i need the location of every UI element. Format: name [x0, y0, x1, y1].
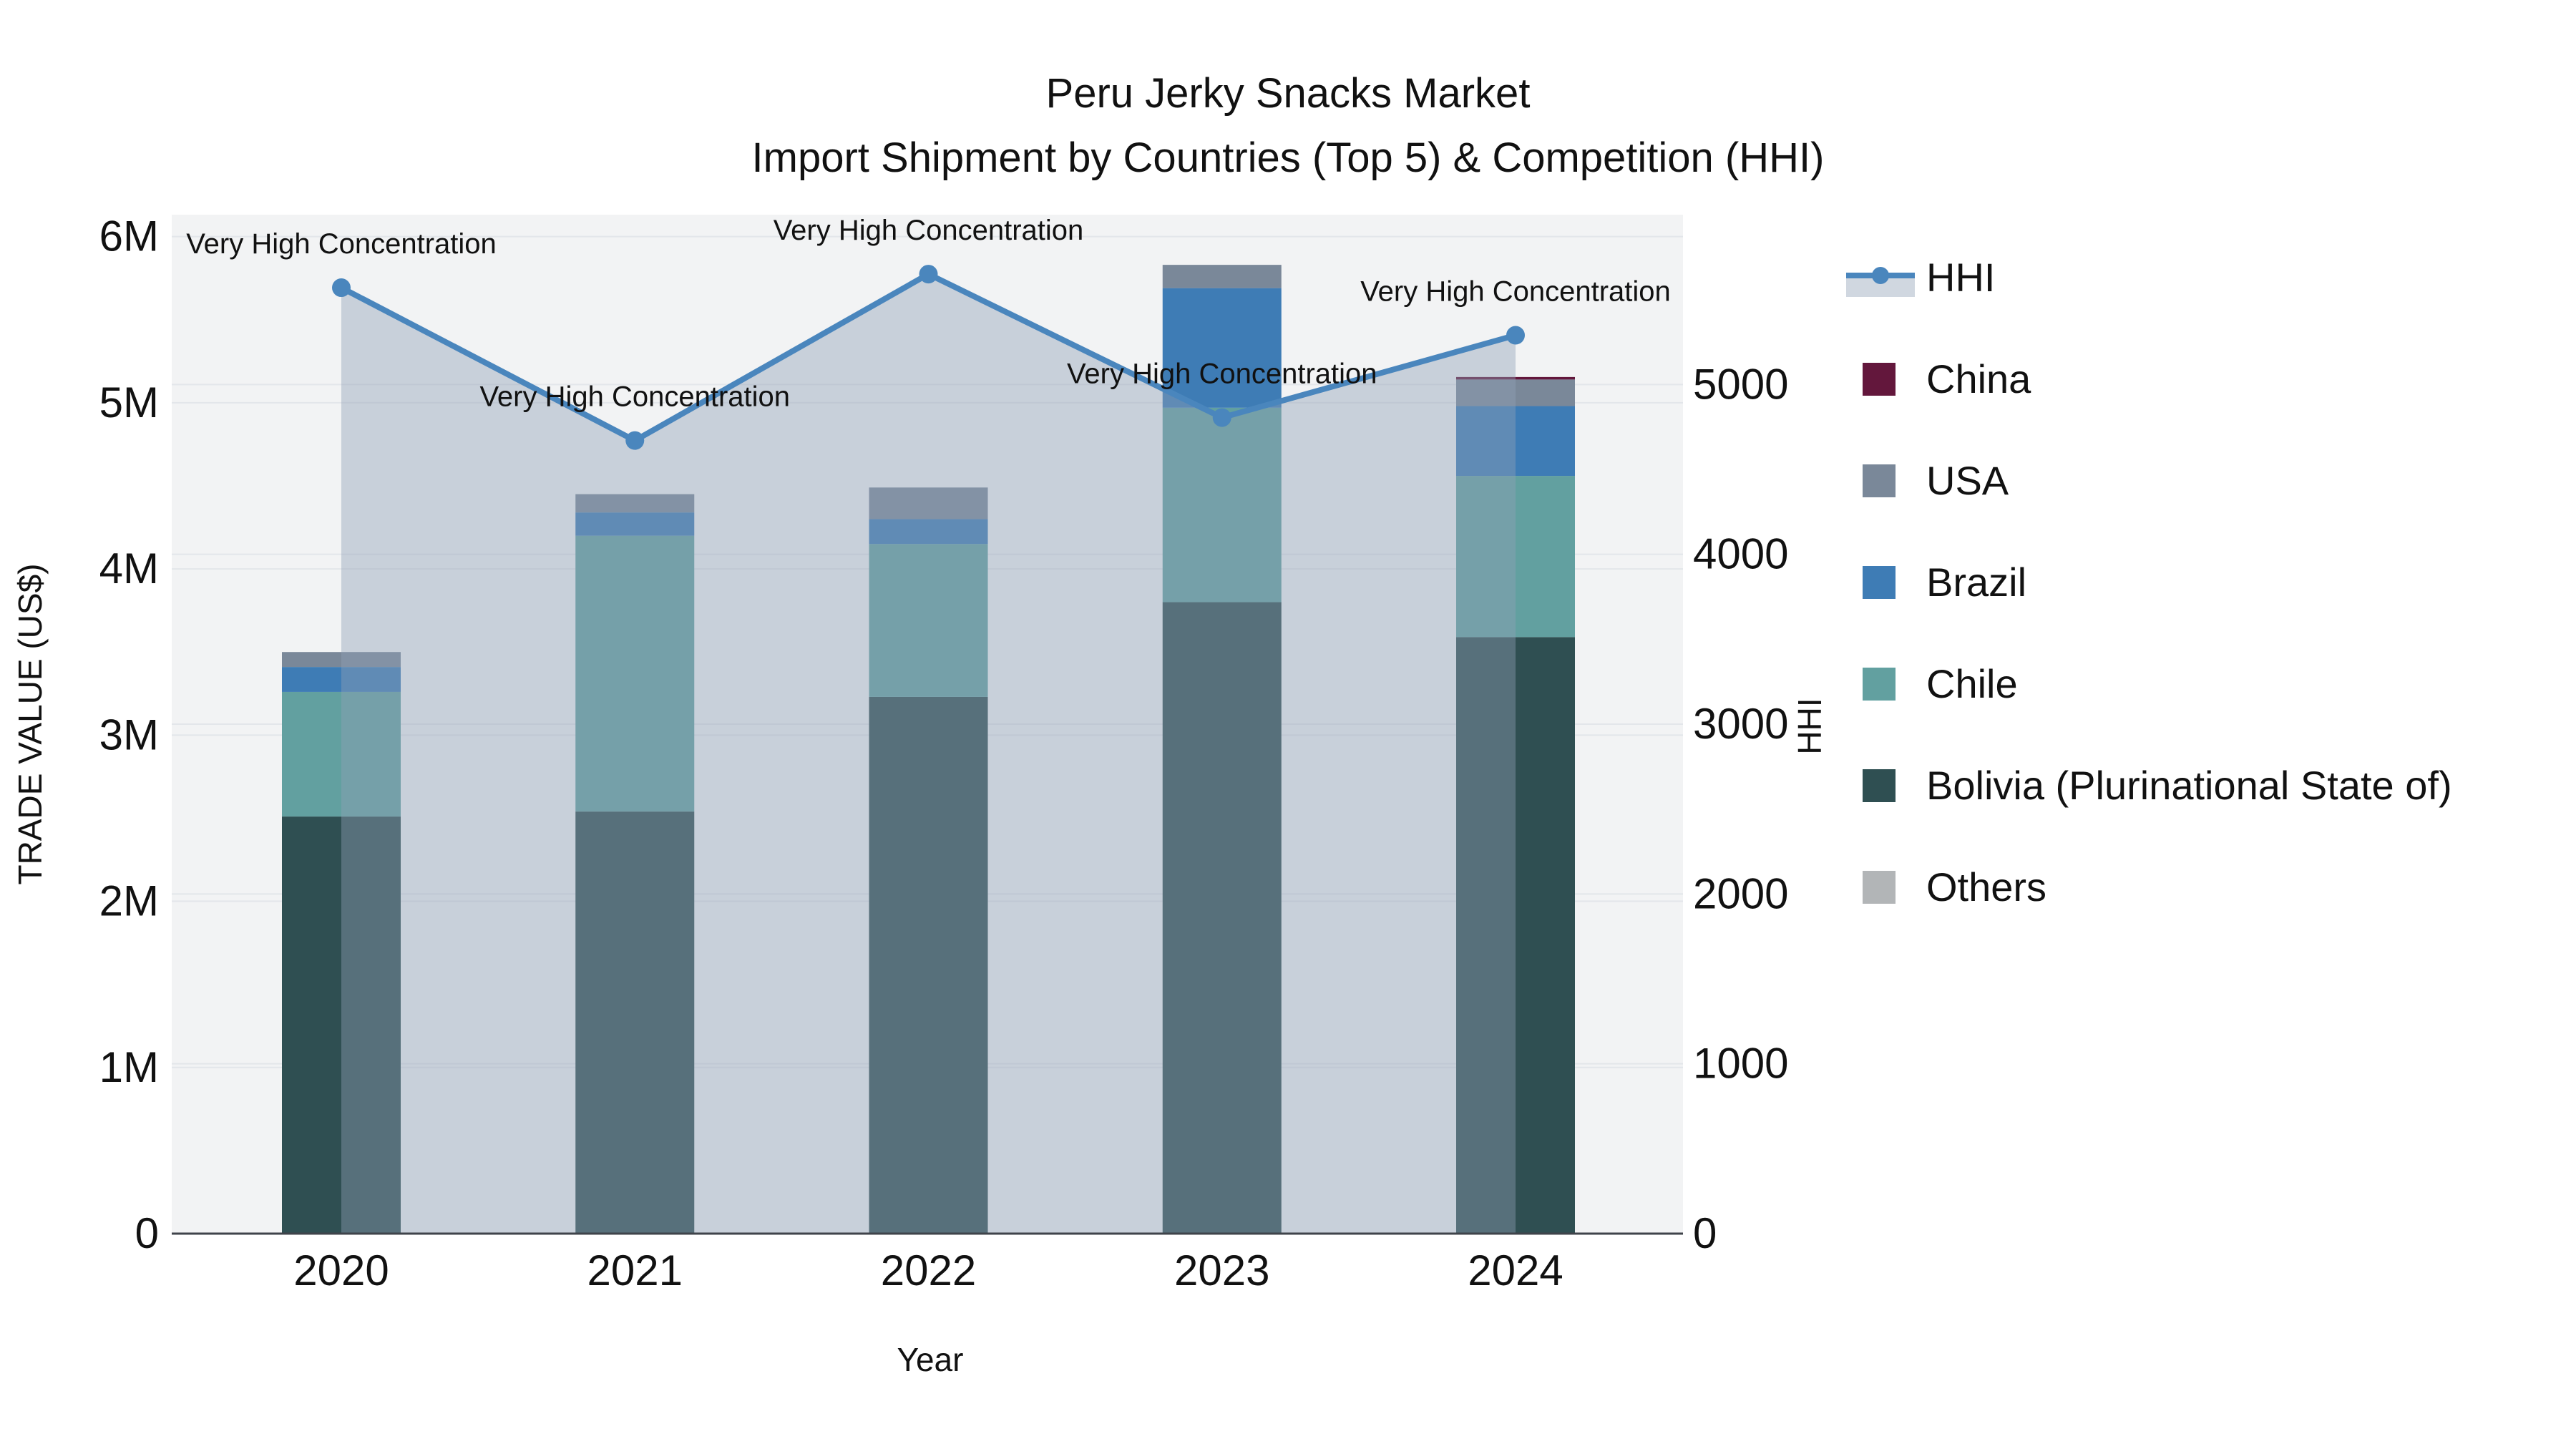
legend-swatch-icon — [1863, 566, 1896, 599]
bar-segment-usa-2021[interactable] — [575, 494, 695, 513]
x-tick-labels: 2020 2021 2022 2023 2024 — [293, 1246, 1563, 1294]
bar-segment-chile-2023[interactable] — [1162, 407, 1282, 602]
y-left-tick-labels: 0 1M 2M 3M 4M 5M 6M — [99, 213, 159, 1257]
legend: HHI China USA Brazil Chile Bolivia (Plurinati… — [1846, 255, 2452, 909]
y-left-tick-4M: 4M — [99, 545, 159, 592]
y-left-tick-3M: 3M — [99, 711, 159, 758]
bar-segment-brazil-2023[interactable] — [1162, 288, 1282, 408]
legend-item-china[interactable]: China — [1863, 356, 2031, 401]
bar-segment-usa-2022[interactable] — [869, 487, 988, 519]
y-left-tick-2M: 2M — [99, 877, 159, 925]
legend-item-hhi[interactable]: HHI — [1846, 255, 1995, 300]
y-right-tick-0: 0 — [1693, 1209, 1717, 1257]
legend-swatch-icon — [1863, 464, 1896, 497]
bar-segment-chile-2021[interactable] — [575, 535, 695, 812]
bar-segment-bolivia-plurinational-state-of-2021[interactable] — [575, 811, 695, 1234]
bar-segment-brazil-2020[interactable] — [282, 667, 401, 692]
x-axis-title: Year — [897, 1341, 964, 1378]
legend-label: Chile — [1926, 661, 2018, 706]
y-right-tick-5000: 5000 — [1693, 360, 1788, 408]
bar-segment-chile-2024[interactable] — [1456, 476, 1575, 638]
bar-segment-usa-2024[interactable] — [1456, 379, 1575, 406]
legend-item-others[interactable]: Others — [1863, 864, 2046, 909]
bar-segment-brazil-2021[interactable] — [575, 512, 695, 536]
chart-title-line2: Import Shipment by Countries (Top 5) & C… — [752, 135, 1825, 181]
y-right-tick-3000: 3000 — [1693, 700, 1788, 748]
y-right-tick-labels: 0 1000 2000 3000 4000 5000 — [1693, 360, 1788, 1257]
legend-swatch-icon — [1863, 363, 1896, 396]
x-tick-2020: 2020 — [293, 1246, 389, 1294]
y-left-tick-5M: 5M — [99, 379, 159, 426]
legend-swatch-icon — [1863, 871, 1896, 904]
stacked-bars — [282, 265, 1575, 1234]
legend-swatch-icon — [1863, 769, 1896, 802]
annotation-2021: Very High Concentration — [479, 381, 790, 413]
bar-segment-bolivia-plurinational-state-of-2024[interactable] — [1456, 637, 1575, 1234]
legend-label: HHI — [1926, 255, 1995, 300]
bar-segment-usa-2020[interactable] — [282, 652, 401, 668]
bar-segment-usa-2023[interactable] — [1162, 265, 1282, 288]
legend-item-usa[interactable]: USA — [1863, 458, 2009, 503]
chart-title-line1: Peru Jerky Snacks Market — [1046, 70, 1531, 117]
annotation-2024: Very High Concentration — [1360, 276, 1671, 308]
bar-segment-bolivia-plurinational-state-of-2022[interactable] — [869, 696, 988, 1234]
bar-segment-chile-2022[interactable] — [869, 544, 988, 697]
y-left-tick-6M: 6M — [99, 213, 159, 260]
bar-segment-brazil-2022[interactable] — [869, 519, 988, 545]
y-left-axis-title: TRADE VALUE (US$) — [11, 563, 49, 884]
hhi-marker-2022[interactable] — [919, 265, 938, 284]
legend-item-brazil[interactable]: Brazil — [1863, 560, 2026, 605]
y-right-tick-4000: 4000 — [1693, 530, 1788, 578]
legend-item-chile[interactable]: Chile — [1863, 661, 2018, 706]
hhi-area-fill — [341, 274, 1516, 1234]
legend-label: USA — [1926, 458, 2009, 503]
annotation-2023: Very High Concentration — [1067, 358, 1377, 390]
bar-segment-chile-2020[interactable] — [282, 691, 401, 817]
hhi-marker-2023[interactable] — [1212, 408, 1231, 427]
hhi-marker-2020[interactable] — [332, 278, 351, 298]
annotations: Very High Concentration Very High Concent… — [186, 215, 1671, 413]
annotation-2022: Very High Concentration — [774, 215, 1084, 246]
x-tick-2022: 2022 — [881, 1246, 976, 1294]
y-left-tick-0: 0 — [135, 1209, 159, 1257]
y-right-tick-1000: 1000 — [1693, 1040, 1788, 1088]
y-right-tick-2000: 2000 — [1693, 869, 1788, 917]
legend-label: Brazil — [1926, 560, 2026, 605]
annotation-2020: Very High Concentration — [186, 228, 497, 260]
hhi-marker-2024[interactable] — [1506, 326, 1525, 345]
x-tick-2021: 2021 — [587, 1246, 683, 1294]
bar-segment-china-2024[interactable] — [1456, 376, 1575, 380]
legend-label: Others — [1926, 864, 2046, 909]
legend-label: China — [1926, 356, 2031, 401]
y-left-tick-1M: 1M — [99, 1043, 159, 1091]
x-tick-2023: 2023 — [1174, 1246, 1269, 1294]
hhi-markers — [332, 265, 1525, 450]
bar-segment-brazil-2024[interactable] — [1456, 406, 1575, 477]
bar-segment-bolivia-plurinational-state-of-2023[interactable] — [1162, 602, 1282, 1234]
bar-segment-bolivia-plurinational-state-of-2020[interactable] — [282, 816, 401, 1234]
x-tick-2024: 2024 — [1468, 1246, 1563, 1294]
legend-hhi-marker-icon — [1872, 267, 1889, 284]
legend-label: Bolivia (Plurinational State of) — [1926, 763, 2452, 808]
y-right-axis-title: HHI — [1791, 698, 1828, 754]
legend-swatch-icon — [1863, 668, 1896, 701]
hhi-marker-2021[interactable] — [625, 431, 645, 450]
legend-item-bolivia-plurinational-state-of[interactable]: Bolivia (Plurinational State of) — [1863, 763, 2452, 808]
